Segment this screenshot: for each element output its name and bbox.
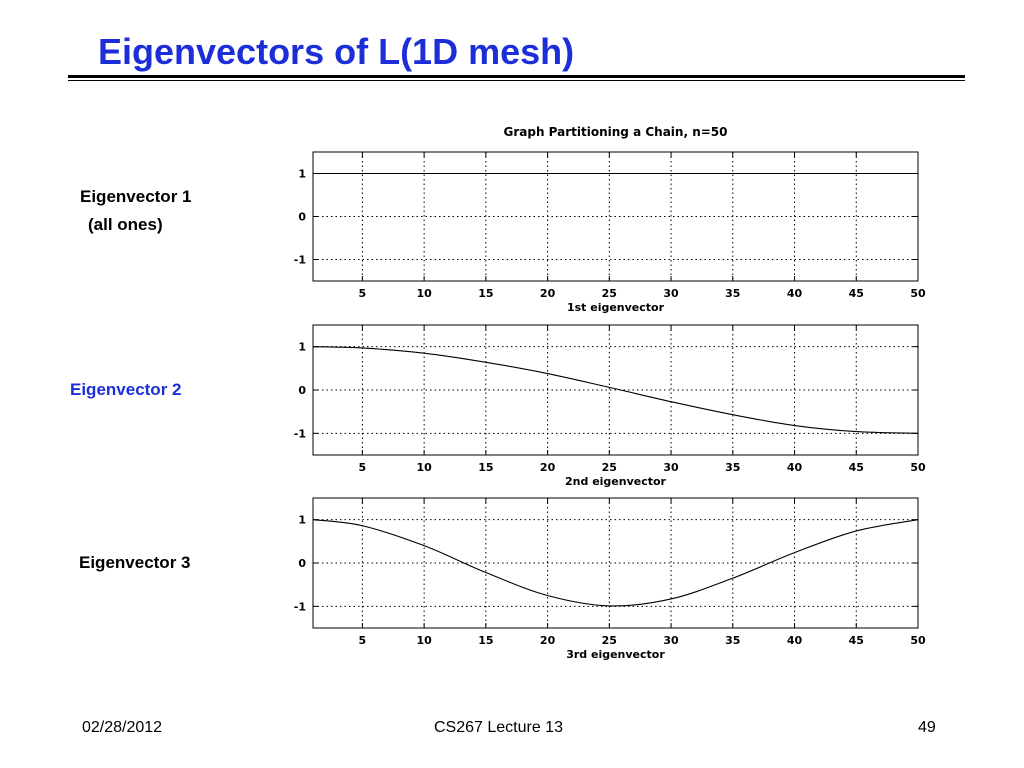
x-tick-label: 20: [540, 634, 556, 647]
title-underline: [68, 75, 965, 78]
title-underline-thin: [68, 80, 965, 81]
x-tick-label: 50: [910, 287, 926, 300]
x-tick-label: 15: [478, 287, 493, 300]
x-axis-label: 3rd eigenvector: [566, 648, 665, 661]
y-tick-label: -1: [294, 427, 306, 440]
x-axis-label: 1st eigenvector: [567, 301, 665, 314]
eigenvector-3-label: Eigenvector 3: [79, 553, 191, 572]
x-tick-label: 30: [663, 634, 679, 647]
footer-course: CS267 Lecture 13: [434, 719, 563, 736]
x-tick-label: 50: [910, 461, 926, 474]
x-tick-label: 40: [787, 461, 803, 474]
y-tick-label: 0: [298, 211, 306, 224]
x-tick-label: 5: [359, 287, 367, 300]
x-tick-label: 15: [478, 461, 493, 474]
x-tick-label: 45: [849, 634, 864, 647]
x-tick-label: 45: [849, 461, 864, 474]
eigenvector-1-sublabel: (all ones): [88, 215, 163, 234]
x-tick-label: 35: [725, 461, 740, 474]
x-tick-label: 20: [540, 461, 556, 474]
x-tick-label: 20: [540, 287, 556, 300]
x-tick-label: 25: [602, 287, 617, 300]
y-tick-label: 0: [298, 384, 306, 397]
y-tick-label: 1: [298, 341, 306, 354]
y-tick-label: 0: [298, 557, 306, 570]
eigenvector-2-label: Eigenvector 2: [70, 380, 182, 399]
x-tick-label: 30: [663, 461, 679, 474]
x-tick-label: 10: [416, 634, 432, 647]
chart-title: Graph Partitioning a Chain, n=50: [504, 125, 728, 139]
x-tick-label: 35: [725, 634, 740, 647]
x-tick-label: 50: [910, 634, 926, 647]
x-tick-label: 40: [787, 287, 803, 300]
slide-title: Eigenvectors of L(1D mesh): [98, 31, 575, 72]
eigenvector-1-label: Eigenvector 1: [80, 187, 192, 206]
x-axis-label: 2nd eigenvector: [565, 475, 667, 488]
x-tick-label: 25: [602, 634, 617, 647]
series-line: [312, 519, 919, 607]
x-tick-label: 45: [849, 287, 864, 300]
y-tick-label: -1: [294, 254, 306, 267]
x-tick-label: 40: [787, 634, 803, 647]
x-tick-label: 25: [602, 461, 617, 474]
x-tick-label: 10: [416, 287, 432, 300]
y-tick-label: 1: [298, 168, 306, 181]
x-tick-label: 10: [416, 461, 432, 474]
x-tick-label: 30: [663, 287, 679, 300]
series-line: [312, 346, 919, 434]
y-tick-label: 1: [298, 514, 306, 527]
x-tick-label: 35: [725, 287, 740, 300]
footer-page-number: 49: [918, 719, 936, 736]
x-tick-label: 15: [478, 634, 493, 647]
y-tick-label: -1: [294, 600, 306, 613]
x-tick-label: 5: [359, 634, 367, 647]
x-tick-label: 5: [359, 461, 367, 474]
footer-date: 02/28/2012: [82, 719, 163, 736]
